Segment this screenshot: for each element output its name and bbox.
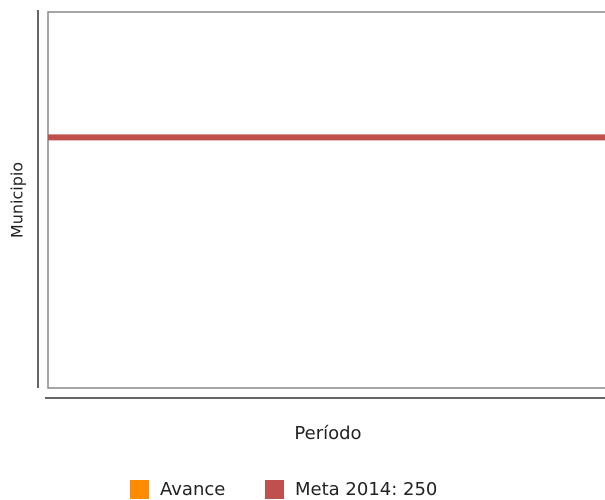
x-axis-label: Período	[294, 423, 361, 444]
legend-label: Meta 2014: 250	[295, 479, 437, 500]
y-axis-label: Municipio	[8, 162, 27, 238]
plot-area	[47, 11, 605, 389]
legend: Avance Meta 2014: 250	[130, 479, 437, 500]
legend-swatch	[265, 480, 284, 499]
legend-swatch	[130, 480, 149, 499]
legend-label: Avance	[160, 479, 225, 500]
